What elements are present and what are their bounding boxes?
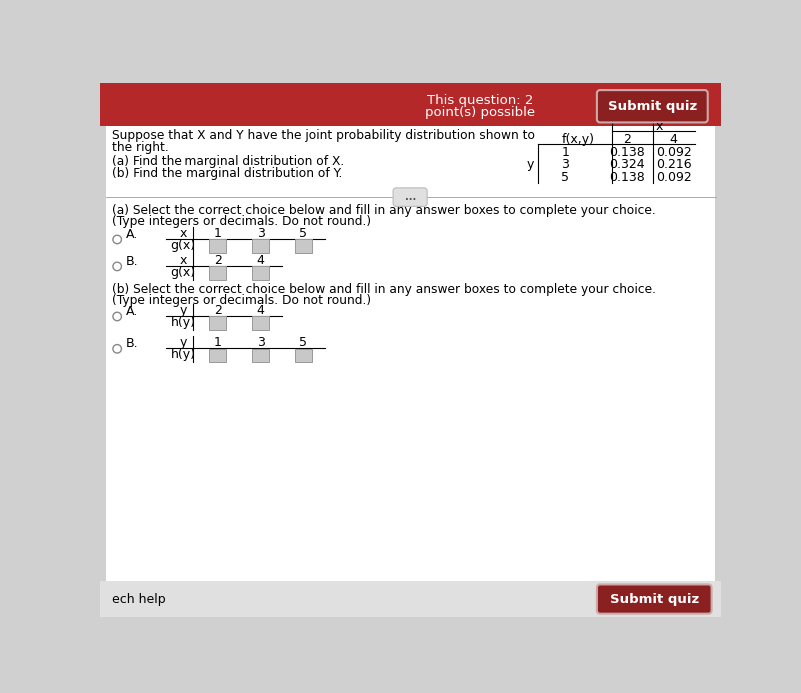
- Text: ech help: ech help: [112, 593, 165, 606]
- Bar: [252, 240, 269, 252]
- Bar: [100, 83, 721, 125]
- Text: A.: A.: [126, 305, 138, 317]
- Text: the right.: the right.: [112, 141, 168, 154]
- Bar: [209, 317, 227, 330]
- Text: 3: 3: [256, 336, 264, 349]
- Text: 0.092: 0.092: [656, 146, 691, 159]
- Text: f(x,y): f(x,y): [562, 133, 595, 146]
- Text: (b) Find the marginal distribution of Y.: (b) Find the marginal distribution of Y.: [112, 167, 342, 179]
- Bar: [209, 240, 227, 252]
- Bar: [209, 349, 227, 362]
- Text: g(x): g(x): [171, 239, 195, 252]
- Text: B.: B.: [126, 254, 139, 267]
- Text: 5: 5: [300, 227, 307, 240]
- Text: (a) Find the marginal distribution of X.: (a) Find the marginal distribution of X.: [112, 155, 344, 168]
- Text: 2: 2: [623, 133, 631, 146]
- Bar: [100, 581, 721, 617]
- Text: A.: A.: [126, 227, 138, 240]
- Text: h(y): h(y): [171, 349, 195, 362]
- Bar: [209, 266, 227, 279]
- Text: h(y): h(y): [171, 316, 195, 329]
- Text: 0.324: 0.324: [610, 158, 645, 171]
- Text: Submit quiz: Submit quiz: [608, 100, 697, 113]
- Text: 1: 1: [214, 227, 222, 240]
- Text: y: y: [179, 336, 187, 349]
- Text: (Type integers or decimals. Do not round.): (Type integers or decimals. Do not round…: [112, 294, 371, 307]
- Text: point(s) possible: point(s) possible: [425, 106, 535, 119]
- Bar: [252, 349, 269, 362]
- Text: 0.138: 0.138: [610, 146, 645, 159]
- Text: y: y: [526, 158, 534, 171]
- Bar: [252, 317, 269, 330]
- Text: 2: 2: [214, 254, 222, 267]
- Text: x: x: [656, 120, 663, 133]
- FancyBboxPatch shape: [393, 188, 427, 207]
- Text: B.: B.: [126, 337, 139, 350]
- Bar: [295, 240, 312, 252]
- Text: 1: 1: [214, 336, 222, 349]
- Text: (a) Select the correct choice below and fill in any answer boxes to complete you: (a) Select the correct choice below and …: [112, 204, 655, 218]
- Text: (Type integers or decimals. Do not round.): (Type integers or decimals. Do not round…: [112, 216, 371, 228]
- Text: 4: 4: [256, 254, 264, 267]
- Bar: [252, 266, 269, 279]
- Text: 5: 5: [562, 170, 570, 184]
- Bar: [106, 124, 714, 581]
- Text: 2: 2: [214, 304, 222, 317]
- Text: x: x: [179, 227, 187, 240]
- FancyBboxPatch shape: [597, 584, 711, 614]
- Text: 0.138: 0.138: [610, 170, 645, 184]
- Text: g(x): g(x): [171, 266, 195, 279]
- Text: 1: 1: [562, 146, 569, 159]
- Text: 0.092: 0.092: [656, 170, 691, 184]
- Text: Submit quiz: Submit quiz: [610, 593, 699, 606]
- Text: 5: 5: [300, 336, 307, 349]
- Text: ...: ...: [405, 192, 416, 202]
- Text: 3: 3: [256, 227, 264, 240]
- Text: 0.216: 0.216: [656, 158, 691, 171]
- Text: y: y: [179, 304, 187, 317]
- Text: 4: 4: [670, 133, 678, 146]
- Text: (b) Select the correct choice below and fill in any answer boxes to complete you: (b) Select the correct choice below and …: [112, 283, 656, 296]
- Text: 4: 4: [256, 304, 264, 317]
- Bar: [295, 349, 312, 362]
- Text: Suppose that X and Y have the joint probability distribution shown to: Suppose that X and Y have the joint prob…: [112, 129, 535, 142]
- Text: This question: 2: This question: 2: [427, 94, 533, 107]
- FancyBboxPatch shape: [597, 90, 708, 123]
- Text: 3: 3: [562, 158, 569, 171]
- Text: x: x: [179, 254, 187, 267]
